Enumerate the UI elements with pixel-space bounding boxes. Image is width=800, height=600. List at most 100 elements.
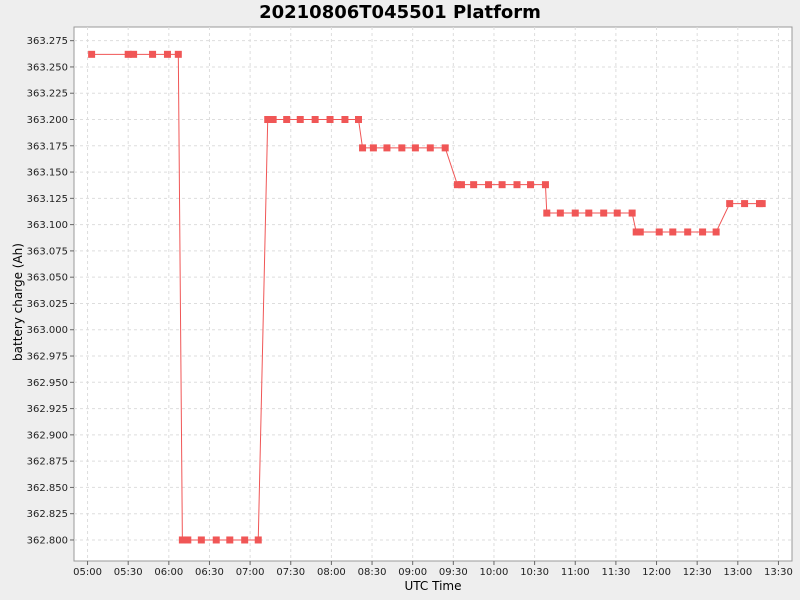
y-tick-label: 362.825 [27,509,68,520]
x-tick-label: 10:30 [520,567,549,578]
x-tick-label: 13:30 [764,567,793,578]
data-point [398,144,406,152]
y-tick-label: 363.150 [27,168,68,179]
data-point [426,144,434,152]
data-point [699,228,707,236]
data-point [571,209,579,217]
y-tick-label: 362.975 [27,352,68,363]
data-point [184,536,192,544]
data-point [453,181,461,189]
y-tick-label: 363.275 [27,36,68,47]
data-point [669,228,677,236]
y-tick-label: 363.075 [27,246,68,257]
data-point [628,209,636,217]
y-axis-label: battery charge (Ah) [11,243,25,361]
data-point [130,50,138,58]
data-point [758,200,766,208]
data-point [441,144,449,152]
data-point [326,116,334,124]
x-tick-label: 11:30 [601,567,630,578]
data-point [383,144,391,152]
data-point [513,181,521,189]
x-tick-label: 12:30 [683,567,712,578]
x-tick-label: 07:30 [276,567,305,578]
data-point [149,50,157,58]
data-point [226,536,234,544]
data-point [527,181,535,189]
data-point [411,144,419,152]
x-tick-label: 11:00 [561,567,590,578]
x-tick-label: 06:00 [154,567,183,578]
x-tick-label: 08:00 [317,567,346,578]
data-point [585,209,593,217]
x-tick-label: 07:00 [236,567,265,578]
y-tick-label: 363.125 [27,194,68,205]
data-point [88,50,96,58]
y-tick-label: 362.850 [27,483,68,494]
data-point [369,144,377,152]
data-point [269,116,277,124]
y-tick-label: 363.200 [27,115,68,126]
data-point [632,228,640,236]
data-point [498,181,506,189]
data-point [174,50,182,58]
x-tick-label: 09:00 [398,567,427,578]
data-point [741,200,749,208]
data-point [359,144,367,152]
data-point [212,536,220,544]
data-point [283,116,291,124]
x-tick-label: 05:30 [114,567,143,578]
data-point [311,116,319,124]
y-tick-label: 362.925 [27,404,68,415]
data-point [341,116,349,124]
x-tick-label: 05:00 [73,567,102,578]
data-point [241,536,249,544]
data-point [556,209,564,217]
data-point [470,181,478,189]
grid-lines [74,27,792,561]
data-point [613,209,621,217]
data-point [296,116,304,124]
x-tick-label: 10:00 [480,567,509,578]
data-point [684,228,692,236]
data-point [178,536,186,544]
y-tick-label: 363.000 [27,325,68,336]
data-point [543,209,551,217]
chart-title: 20210806T045501 Platform [259,2,541,23]
x-tick-label: 09:30 [439,567,468,578]
x-tick-label: 08:30 [358,567,387,578]
y-tick-label: 363.175 [27,141,68,152]
data-point [197,536,205,544]
y-tick-label: 363.250 [27,62,68,73]
y-tick-label: 363.100 [27,220,68,231]
data-point [163,50,171,58]
x-tick-label: 06:30 [195,567,224,578]
data-point [354,116,362,124]
plot-area [73,26,793,562]
y-tick-label: 362.800 [27,535,68,546]
data-point [541,181,549,189]
y-tick-label: 362.875 [27,457,68,468]
data-point [636,228,644,236]
data-point [655,228,663,236]
data-point [457,181,465,189]
y-tick-label: 363.050 [27,273,68,284]
x-tick-label: 12:00 [642,567,671,578]
x-tick-label: 13:00 [723,567,752,578]
y-tick-label: 363.025 [27,299,68,310]
axes: 05:00 05:30 06:00 06:30 07:00 07:30 08:00 08:30… [27,36,793,578]
data-series [88,50,766,544]
data-point [264,116,272,124]
x-axis-label: UTC Time [405,579,462,593]
data-point [254,536,262,544]
y-tick-label: 363.225 [27,89,68,100]
data-point [124,50,132,58]
data-point [600,209,608,217]
y-tick-label: 362.950 [27,378,68,389]
y-tick-label: 362.900 [27,430,68,441]
data-point [726,200,734,208]
data-point [485,181,493,189]
data-point [712,228,720,236]
